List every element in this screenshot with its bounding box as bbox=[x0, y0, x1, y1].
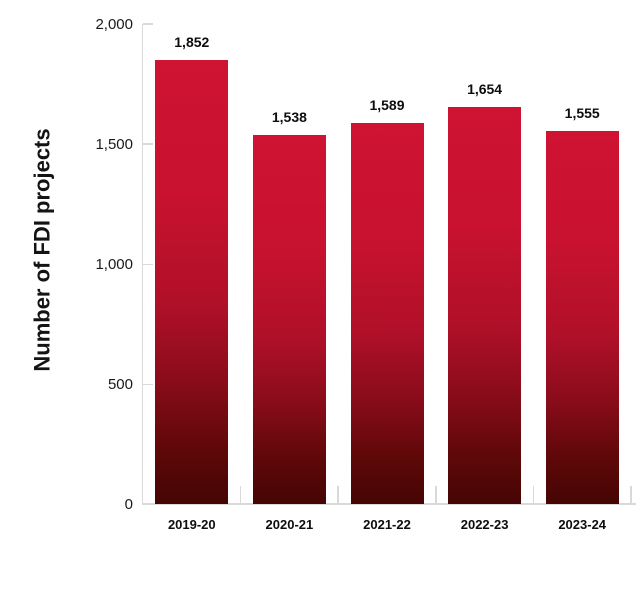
bar-2022-23 bbox=[448, 107, 522, 505]
y-axis-tick bbox=[143, 143, 153, 145]
y-axis-tick bbox=[143, 263, 153, 265]
x-axis-tick bbox=[630, 485, 632, 505]
y-axis-title: Number of FDI projects bbox=[30, 128, 55, 372]
x-category-label: 2022-23 bbox=[460, 517, 509, 532]
y-tick-label: 500 bbox=[107, 375, 133, 393]
x-category-label: 2021-22 bbox=[363, 517, 411, 532]
y-tick-label: 1,500 bbox=[95, 135, 133, 153]
bar-value-label: 1,538 bbox=[271, 108, 307, 125]
y-axis-tick bbox=[143, 23, 153, 25]
x-axis-tick bbox=[435, 485, 437, 505]
y-tick-label: 1,000 bbox=[95, 255, 133, 273]
bar-value-label: 1,589 bbox=[369, 96, 405, 113]
x-category-label: 2023-24 bbox=[558, 517, 607, 532]
bar-2020-21 bbox=[252, 134, 326, 505]
y-tick-label: 2,000 bbox=[95, 15, 133, 33]
x-axis-tick bbox=[239, 485, 242, 505]
bar-value-label: 1,654 bbox=[467, 81, 503, 98]
y-axis-line bbox=[141, 24, 143, 505]
bar-2023-24 bbox=[545, 130, 619, 505]
y-axis-tick bbox=[143, 383, 153, 386]
x-category-label: 2019-20 bbox=[167, 517, 216, 532]
y-axis-tick bbox=[143, 503, 153, 506]
y-axis-title-container: Number of FDI projects bbox=[21, 0, 65, 500]
y-tick-label: 0 bbox=[124, 496, 133, 513]
bar-value-label: 1,555 bbox=[564, 104, 600, 121]
bar-2019-20 bbox=[155, 59, 229, 505]
x-axis-tick bbox=[532, 485, 535, 505]
x-category-label: 2020-21 bbox=[265, 517, 314, 532]
bar-2021-22 bbox=[350, 122, 424, 505]
x-axis-tick bbox=[337, 485, 339, 505]
bar-value-label: 1,852 bbox=[174, 33, 210, 50]
